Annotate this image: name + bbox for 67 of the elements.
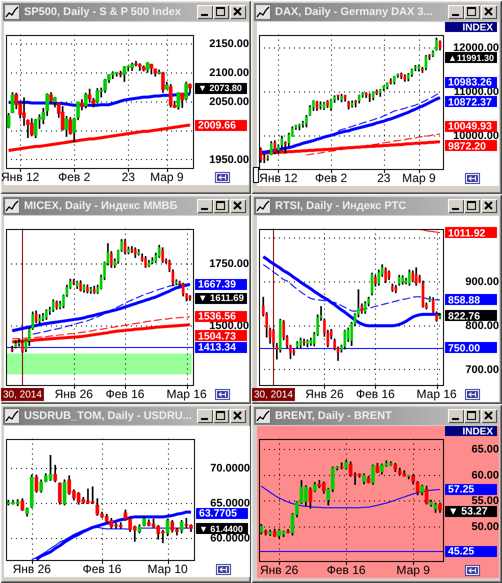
data-label: 2009.66 [198,119,236,132]
x-tick-label: 23 [377,170,391,185]
chart-title: RTSI, Daily - Индекс РТС [275,199,406,213]
text: INDEX [462,22,494,34]
ref-line-label: 45.25 [448,545,474,558]
data-label: 1536.56 [198,310,236,322]
chart-title: USDRUB_TOM, Daily - USDRU... [24,409,192,423]
data-label: 10983.26 [448,76,492,88]
chart-title: SP500, Daily - S & P 500 Index [24,5,181,19]
y-tick-label: 50.00 [471,520,499,533]
data-label: 57.25 [448,483,474,496]
text: ▼ 2073.80 [198,82,242,93]
data-label: 10872.37 [448,96,492,108]
y-tick-label: 65.0000 [210,498,250,510]
x-tick-label: Мар 16 [166,386,207,401]
y-tick-label: 800.00 [465,320,499,332]
data-label: 1504.73 [198,330,236,342]
x-tick-label: 30, 2014 [254,389,294,400]
x-tick-label: Янв 12 [259,170,298,185]
ref-line-label: 750.00 [448,342,480,354]
data-label: 9872.20 [448,140,486,152]
ref-line-label: 1413.34 [198,341,236,354]
x-tick-label: Мар 16 [416,386,457,401]
chart-title: DAX, Daily - Germany DAX 3... [275,5,433,19]
y-tick-label: 70.0000 [210,462,250,475]
y-tick-label: 60.0000 [210,532,250,545]
x-tick-label: Янв 26 [260,562,299,577]
text: 822.76 [448,310,480,322]
x-tick-label: Янв 26 [54,386,94,401]
text: ▼ 53.27 [448,505,488,518]
text: ▲11991.30 [448,52,494,63]
x-tick-label: Мар 9 [150,170,184,184]
x-tick-label: Фев 2 [58,170,91,184]
x-tick-label: Фев 16 [82,562,122,576]
x-tick-label: Янв 26 [12,562,52,576]
text: INDEX [462,426,494,438]
y-tick-label: 60.00 [471,469,499,482]
x-tick-label: Фев 16 [326,562,366,577]
x-tick-label: 30, 2014 [2,389,42,400]
x-tick-label: Мар 9 [402,170,436,185]
data-label: 63.7705 [199,507,238,520]
text: ▼ 1611.69 [198,293,244,304]
data-label: 10049.93 [448,120,492,132]
y-tick-label: 700.00 [465,364,499,376]
x-tick-label: Мар 10 [147,562,188,576]
chart-title: MICEX, Daily - Индекс ММВБ [24,199,178,213]
x-tick-label: Мар 9 [396,562,430,577]
data-label: 1667.39 [198,278,236,290]
y-tick-label: 65.00 [471,443,499,456]
x-tick-label: Фев 2 [314,170,348,185]
y-tick-label: 2150.00 [209,38,249,50]
x-tick-label: 23 [122,170,136,184]
x-tick-label: Фев 16 [356,386,396,401]
y-tick-label: 12000.00 [453,42,499,54]
text: ▼ 61.4400 [199,524,243,534]
y-tick-label: 2050.00 [209,96,249,108]
y-tick-label: 2100.00 [209,66,249,79]
y-tick-label: 55.00 [471,495,499,508]
y-tick-label: 900.00 [465,276,499,288]
y-tick-label: 1750.00 [209,258,249,270]
x-tick-label: Фев 16 [106,386,145,401]
data-label: 1011.92 [448,227,486,240]
y-tick-label: 1950.00 [209,154,249,166]
chart-title: BRENT, Daily - BRENT [275,409,392,423]
x-tick-label: Янв 26 [305,386,344,401]
x-tick-label: Янв 12 [0,170,40,184]
data-label: 858.88 [448,294,480,306]
